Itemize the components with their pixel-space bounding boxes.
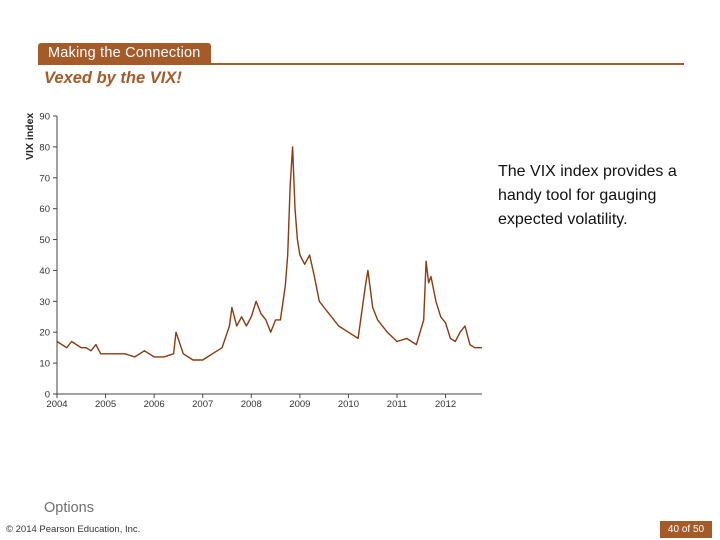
y-tick-label: 50 xyxy=(39,235,50,246)
chart-caption: The VIX index provides a handy tool for … xyxy=(498,163,677,228)
y-tick-label: 40 xyxy=(39,266,50,277)
banner-rule xyxy=(38,63,684,65)
y-tick-label: 80 xyxy=(39,142,50,153)
x-tick-label: 2007 xyxy=(192,399,213,410)
y-tick-label: 10 xyxy=(39,359,50,370)
x-tick-label: 2009 xyxy=(289,399,310,410)
y-ticks: 0 10 20 30 40 50 60 70 80 90 xyxy=(39,112,57,401)
x-tick-label: 2004 xyxy=(46,399,67,410)
y-tick-label: 0 xyxy=(45,390,50,401)
x-tick-label: 2006 xyxy=(144,399,165,410)
slide-title: Vexed by the VIX! xyxy=(44,69,182,87)
page-number-badge: 40 of 50 xyxy=(660,521,712,538)
x-tick-label: 2012 xyxy=(435,399,456,410)
x-tick-label: 2005 xyxy=(95,399,116,410)
x-tick-label: 2008 xyxy=(241,399,262,410)
section-banner: Making the Connection xyxy=(38,43,211,64)
y-tick-label: 60 xyxy=(39,204,50,215)
chart-axes xyxy=(56,116,482,395)
y-tick-label: 70 xyxy=(39,173,50,184)
y-tick-label: 90 xyxy=(39,112,50,123)
x-tick-label: 2011 xyxy=(387,399,407,410)
y-tick-label: 20 xyxy=(39,328,50,339)
plot-area xyxy=(56,146,482,361)
copyright-notice: © 2014 Pearson Education, Inc. xyxy=(6,524,141,535)
footer-topic: Options xyxy=(44,500,94,516)
x-ticks: 2004 2005 2006 2007 2008 2009 2010 2011 2012 xyxy=(46,394,456,410)
vix-series-line xyxy=(56,146,482,361)
x-tick-label: 2010 xyxy=(338,399,359,410)
y-tick-label: 30 xyxy=(39,297,50,308)
